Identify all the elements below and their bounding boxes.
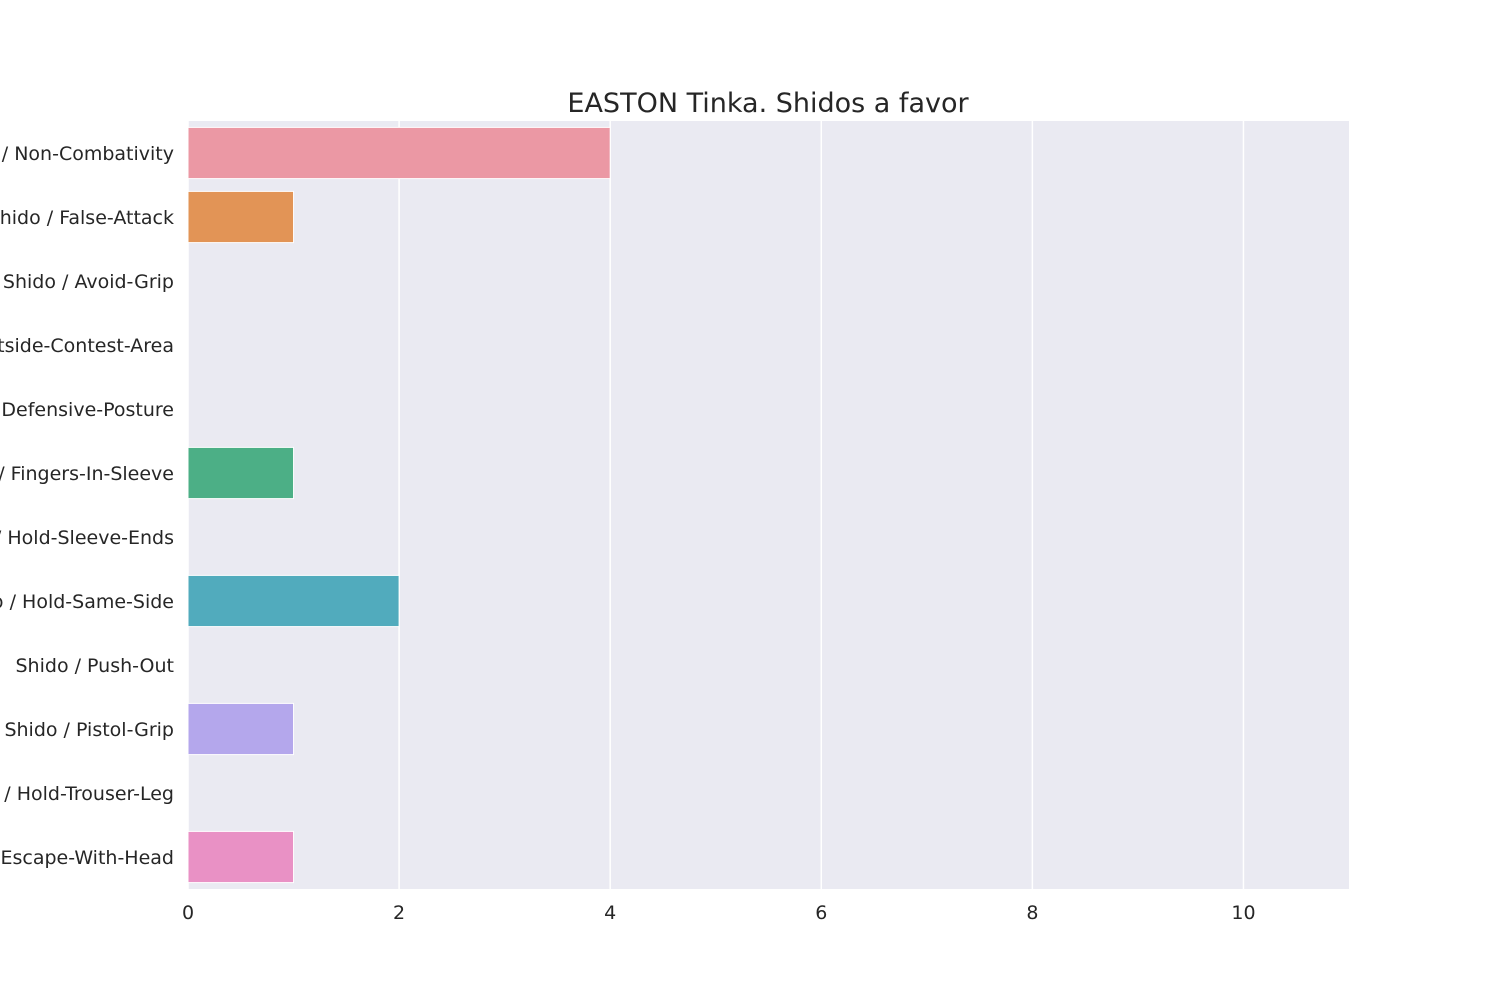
category-label: Shido / Avoid-Grip (3, 271, 174, 293)
x-axis-ticks: 0 2 4 6 8 10 (182, 902, 1256, 924)
bar (187, 190, 295, 244)
category-label: Shido / Hold-Sleeve-Ends (0, 527, 174, 549)
category-label: Shido / Push-Out (16, 655, 175, 677)
x-tick-label: 10 (1231, 902, 1255, 924)
bar (187, 830, 295, 884)
chart-title: EASTON Tinka. Shidos a favor (567, 88, 969, 119)
category-label: Shido / Escape-With-Head (0, 847, 174, 869)
x-tick-label: 2 (393, 902, 405, 924)
bar (187, 574, 400, 628)
category-label: Shido / Defensive-Posture (0, 399, 174, 421)
category-label: Shido / Outside-Contest-Area (0, 335, 174, 357)
category-label: Shido / Hold-Trouser-Leg (0, 783, 174, 805)
category-label: Shido / Pistol-Grip (4, 719, 174, 741)
x-tick-label: 4 (604, 902, 616, 924)
category-label: Shido / Hold-Same-Side (0, 591, 174, 613)
plot-background (188, 121, 1349, 889)
category-label: Shido / Non-Combativity (0, 143, 174, 165)
bar (187, 446, 295, 500)
category-label: Shido / Fingers-In-Sleeve (0, 463, 174, 485)
category-labels: Shido / Non-Combativity Shido / False-Att… (0, 143, 174, 869)
bar (187, 126, 611, 180)
x-tick-label: 6 (815, 902, 827, 924)
category-label: Shido / False-Attack (0, 207, 174, 229)
bars (187, 126, 611, 884)
x-tick-label: 8 (1026, 902, 1038, 924)
x-tick-label: 0 (182, 902, 194, 924)
grid-lines (187, 121, 1245, 889)
bar (187, 702, 295, 756)
